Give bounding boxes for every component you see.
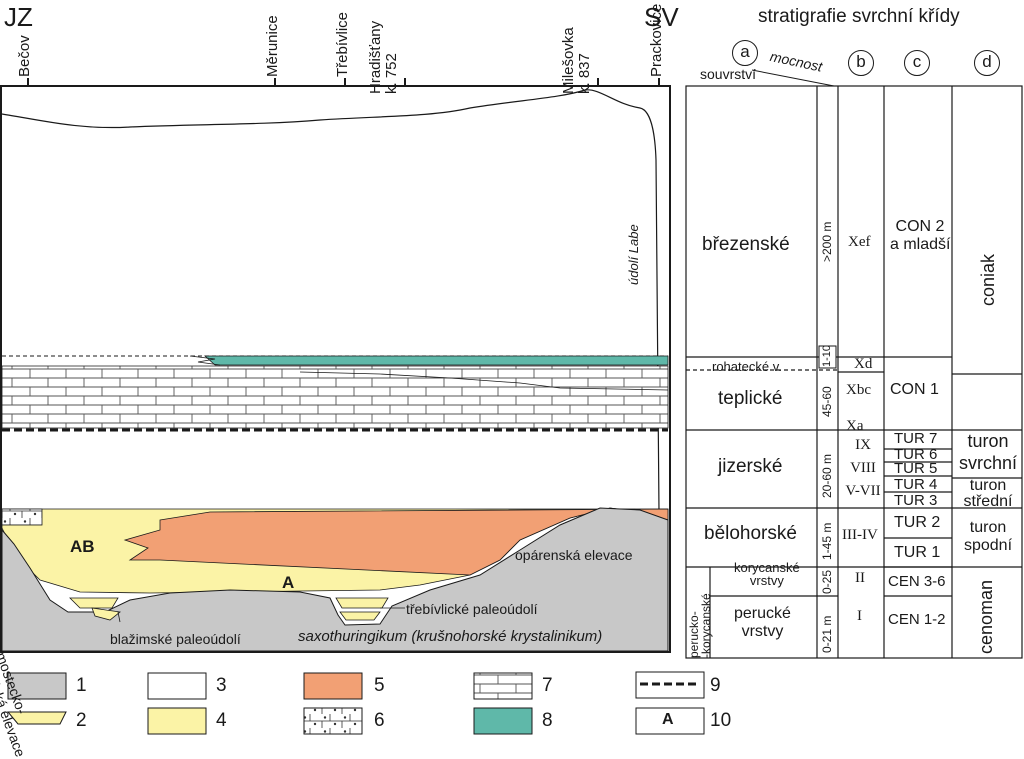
age-turon-svrchni: turon svrchní xyxy=(958,431,1018,473)
stage-tur7: TUR 7 xyxy=(894,430,938,447)
locality-hradistany: Hradišťany k. 752 xyxy=(367,20,400,94)
legend-num-8: 8 xyxy=(542,710,553,731)
thickness-rohatecke: 1-10 xyxy=(821,344,833,367)
formation-brezenske: březenské xyxy=(702,234,790,255)
legend-swatch-8 xyxy=(473,707,533,735)
locality-ticks xyxy=(27,78,660,86)
stage-cen36: CEN 3-6 xyxy=(888,573,946,590)
legend-num-9: 9 xyxy=(710,675,721,696)
trebivlicke-label: třebívlické paleoúdolí xyxy=(406,601,538,617)
stage-cen12: CEN 1-2 xyxy=(888,611,946,628)
oparenska-label: opárenská elevace xyxy=(515,547,633,563)
brick-layer xyxy=(1,365,669,429)
stage-tur4: TUR 4 xyxy=(894,476,938,493)
ne-direction-label: SV xyxy=(644,2,679,32)
column-c-marker: c xyxy=(904,50,930,76)
legend-swatch-10-label: A xyxy=(662,711,674,728)
stratigraphy-title: stratigrafie svrchní křídy xyxy=(758,6,960,27)
stage-con1: CON 1 xyxy=(890,381,939,398)
teal-layer xyxy=(203,355,669,366)
horizon-ii: II xyxy=(855,570,865,586)
blazimske-label: blažimské paleoúdolí xyxy=(110,631,241,647)
locality-trebivlice: Třebívlice xyxy=(334,11,351,77)
horizon-iii-iv: III-IV xyxy=(842,527,878,543)
column-b-marker: b xyxy=(848,50,874,76)
thickness-perucke: 0-21 m xyxy=(820,615,834,653)
legend-num-3: 3 xyxy=(216,675,227,696)
locality-milesovka: Milešovka k. 837 xyxy=(560,27,593,94)
perucko-korycanske-label: perucko- -korycanské xyxy=(687,593,713,658)
legend-num-7: 7 xyxy=(542,675,553,696)
age-turon-stredni: turon střední xyxy=(963,477,1013,510)
horizon-xd: Xd xyxy=(854,356,873,372)
thickness-teplicke: 45-60 xyxy=(820,386,834,417)
ab-label: AB xyxy=(70,537,95,556)
formation-jizerske: jizerské xyxy=(718,456,783,477)
legend-swatch-1 xyxy=(7,672,67,700)
legend-num-1: 1 xyxy=(76,675,87,696)
horizon-ix-viii-vvii: IX VIII V-VII xyxy=(845,437,881,499)
sw-direction-label: JZ xyxy=(4,2,33,32)
formation-perucke: perucké vrstvy xyxy=(734,605,791,640)
basement xyxy=(1,507,669,652)
locality-prackovice: Prackovice xyxy=(648,3,665,77)
horizon-xbc-xa: Xbc Xa xyxy=(846,382,871,434)
thickness-jizerske: 20-60 m xyxy=(820,453,834,498)
legend-swatch-6 xyxy=(303,707,363,735)
orange-layer xyxy=(123,507,669,576)
stage-tur2: TUR 2 xyxy=(894,514,941,531)
formation-belohorske: bělohorské xyxy=(704,523,797,544)
formation-korycanske: korycanské vrstvy xyxy=(734,560,800,588)
horizon-i: I xyxy=(857,608,862,624)
legend-num-4: 4 xyxy=(216,710,227,731)
legend-swatch-2 xyxy=(6,711,67,725)
stage-tur6: TUR 6 xyxy=(894,446,938,463)
thickness-korycanske: 0-25 xyxy=(820,569,834,594)
saxothuringikum-label: saxothuringikum (krušnohorské krystalini… xyxy=(298,628,603,645)
legend-num-2: 2 xyxy=(76,710,87,731)
udoli-labe-label: údolí Labe xyxy=(626,224,641,285)
stage-con2: CON 2 a mladší xyxy=(890,218,951,253)
column-a-marker: a xyxy=(732,40,758,66)
thickness-brezenske: >200 m xyxy=(820,221,834,262)
souvrstvi-header: souvrství xyxy=(700,66,757,82)
formation-rohatecke: rohatecké v. xyxy=(712,359,782,374)
thickness-belohorske: 1-45 m xyxy=(820,522,834,560)
age-turon-spodni: turon spodní xyxy=(963,519,1013,554)
legend-swatch-4 xyxy=(147,707,207,735)
legend-num-5: 5 xyxy=(374,675,385,696)
stage-tur5: TUR 5 xyxy=(894,460,938,477)
legend-swatch-10 xyxy=(635,707,705,735)
legend-swatch-7 xyxy=(473,672,533,700)
legend-num-6: 6 xyxy=(374,710,385,731)
stage-tur1: TUR 1 xyxy=(894,544,941,561)
column-d-marker: d xyxy=(974,50,1000,76)
age-cenoman: cenoman xyxy=(976,579,996,654)
age-coniak: coniak xyxy=(978,253,998,306)
topography-line xyxy=(1,89,660,513)
locality-becov: Bečov xyxy=(16,35,33,77)
dotted-block xyxy=(1,508,43,526)
trebivlicke-lens xyxy=(335,597,389,609)
blazimske-lens xyxy=(69,597,119,609)
legend-num-10: 10 xyxy=(710,710,732,731)
legend-swatch-3 xyxy=(147,672,207,700)
geologic-cross-section xyxy=(0,69,1023,735)
a-label: A xyxy=(282,573,295,592)
horizon-xef: Xef xyxy=(848,234,871,250)
locality-merunice: Měrunice xyxy=(264,15,281,77)
legend-swatch-5 xyxy=(303,672,363,700)
formation-teplicke: teplické xyxy=(718,388,783,409)
stage-tur3: TUR 3 xyxy=(894,492,938,509)
